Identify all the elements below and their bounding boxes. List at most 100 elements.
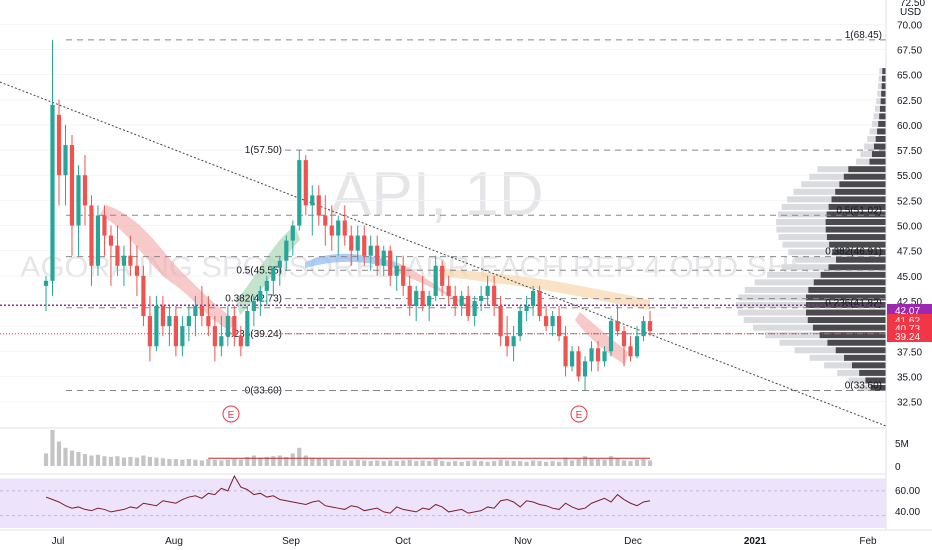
volume-profile-bar	[809, 173, 844, 180]
volume-profile-bar	[832, 249, 886, 256]
time-axis[interactable]: Jul Aug Sep Oct Nov Dec 2021 Feb	[52, 536, 877, 547]
price-axis-top-partial: 72.50	[900, 0, 925, 9]
volume-profile-bar	[793, 188, 836, 195]
time-tick: Dec	[624, 536, 642, 547]
volume-profile-bar	[794, 347, 836, 354]
candle-body	[154, 305, 159, 347]
candle-body	[381, 250, 386, 266]
candle-body	[556, 316, 562, 337]
trendline[interactable]	[0, 81, 887, 427]
volume-profile-bar	[744, 286, 809, 293]
candle-body	[375, 245, 380, 266]
volume-bar	[524, 461, 529, 466]
candle-body	[433, 265, 438, 296]
time-tick: Sep	[282, 536, 300, 547]
volume-bar	[284, 456, 289, 466]
volume-bar	[173, 459, 178, 466]
volume-profile-bar	[844, 354, 886, 361]
volume-profile-bar	[807, 317, 886, 324]
price-tick: 47.50	[897, 247, 922, 258]
volume-bar	[498, 459, 503, 466]
volume-bar	[258, 457, 263, 466]
volume-bar	[518, 461, 523, 466]
time-tick: Jul	[52, 536, 65, 547]
candle-body	[530, 290, 536, 306]
candle-body	[264, 280, 269, 291]
volume-profile-bar	[879, 105, 886, 112]
volume-profile-bar	[825, 226, 886, 233]
volume-bar	[199, 460, 204, 466]
candle-body	[89, 205, 94, 266]
volume-bar	[550, 461, 555, 466]
volume-profile-bar	[864, 143, 874, 150]
volume-bar	[459, 461, 464, 466]
volume-bar	[615, 458, 620, 466]
volume-profile-bar	[881, 83, 886, 90]
volume-profile-bar	[879, 68, 883, 75]
volume-profile-bar	[878, 83, 882, 90]
price-badge-label: 39.24	[895, 332, 920, 343]
candle-body	[284, 240, 289, 261]
volume-bar	[271, 456, 276, 466]
candle-body	[453, 295, 458, 306]
price-axis[interactable]: 32.5035.0037.5040.0042.5045.0047.5050.00…	[897, 20, 922, 408]
volume-profile-bar	[812, 324, 886, 331]
candle-body	[349, 235, 354, 251]
time-tick: 2021	[744, 536, 767, 547]
candle-body	[297, 160, 302, 226]
volume-profile-bar	[765, 332, 820, 339]
volume-bar	[466, 461, 471, 466]
candle-body	[446, 285, 451, 296]
volume-bar	[251, 455, 256, 466]
candle-body	[323, 215, 328, 226]
fib-label-right: 0.236(41.82)	[825, 298, 882, 309]
candles	[43, 39, 653, 391]
rsi-tick-60: 60.00	[895, 486, 920, 497]
candle-body	[128, 255, 133, 266]
candle-body	[569, 351, 575, 367]
volume-bar	[362, 460, 367, 466]
candle-body	[121, 255, 127, 266]
candle-body	[388, 250, 393, 276]
fib-label-left: 0.236(39.24)	[225, 329, 282, 340]
volume-bar	[446, 461, 451, 466]
time-tick: Oct	[395, 536, 411, 547]
volume-profile-bar	[781, 264, 829, 271]
candle-body	[115, 245, 120, 266]
volume-bar	[505, 460, 510, 466]
currency-label: USD	[900, 7, 921, 18]
candle-body	[582, 361, 588, 377]
volume-bar	[238, 459, 243, 466]
volume-bar	[264, 456, 269, 466]
candle-body	[63, 145, 68, 176]
volume-bar	[102, 456, 107, 466]
earnings-marker-label: E	[228, 410, 235, 421]
candle-body	[563, 336, 568, 367]
candle-body	[355, 235, 360, 251]
earnings-marker-label: E	[576, 410, 583, 421]
volume-bar	[530, 460, 536, 466]
volume-profile-bar	[737, 309, 806, 316]
time-tick: Feb	[859, 536, 877, 547]
candle-body	[212, 326, 217, 347]
volume-profile-bar	[877, 128, 886, 135]
ema-ribbon	[305, 253, 395, 268]
ema-ribbon	[236, 225, 300, 315]
volume-bar	[336, 459, 341, 466]
volume-profile-bar	[817, 166, 849, 173]
volume-profile-bar	[828, 264, 886, 271]
volume-profile-bar	[856, 158, 870, 165]
candle-body	[193, 305, 198, 317]
volume-bar	[108, 456, 114, 466]
price-tick: 35.00	[897, 372, 922, 383]
candle-body	[56, 114, 62, 176]
volume-profile-bar	[754, 279, 814, 286]
candle-body	[524, 305, 529, 312]
price-badge	[887, 330, 932, 342]
candle-body	[342, 220, 347, 236]
candle-body	[615, 321, 620, 332]
volume-profile-bar	[820, 271, 886, 278]
candle-body	[167, 316, 172, 327]
volume-bar	[420, 460, 425, 466]
candle-body	[160, 305, 166, 327]
